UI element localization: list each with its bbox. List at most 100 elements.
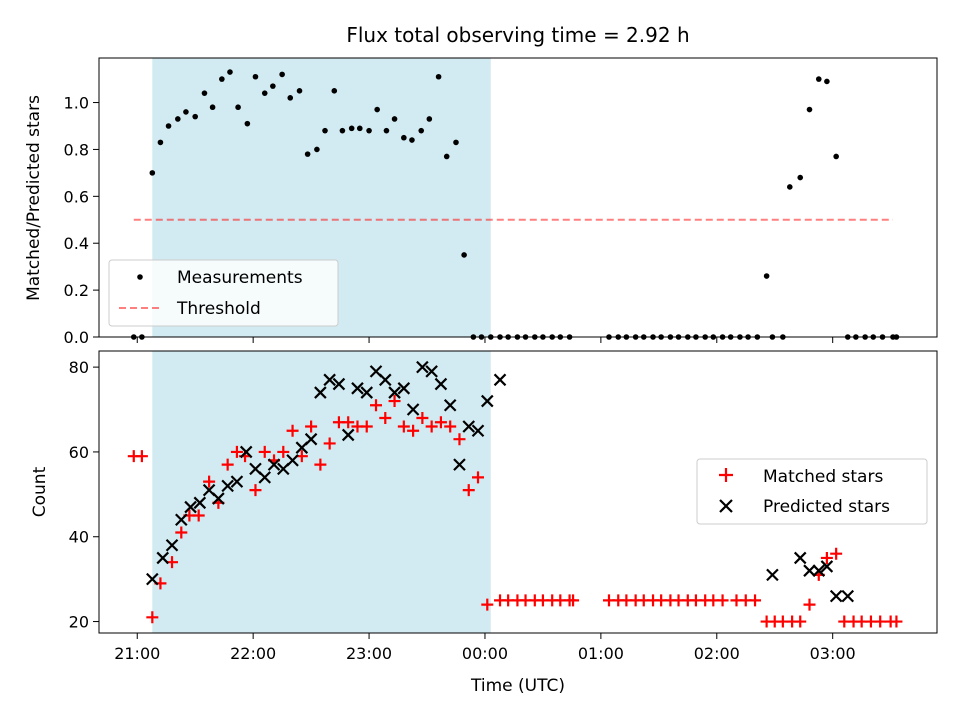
measurement-point [443, 153, 450, 160]
legend-matched-marker [719, 468, 733, 482]
measurement-point [824, 78, 830, 85]
predicted-star-point [267, 458, 281, 471]
matched-star-point [323, 437, 336, 450]
y-tick-label: 80 [69, 358, 89, 377]
predicted-star-point [766, 568, 779, 582]
matched-star-point [444, 420, 457, 433]
matched-star-point [462, 484, 475, 497]
measurement-point [296, 88, 303, 94]
measurement-point [401, 134, 407, 141]
matched-star-point [472, 471, 485, 484]
top-legend: Measurements Threshold [108, 259, 339, 327]
measurement-point [356, 125, 363, 132]
measurement-point [322, 127, 328, 134]
predicted-star-point [388, 386, 401, 399]
measurement-point [339, 127, 346, 134]
predicted-star-point [165, 538, 179, 552]
matched-star-point [388, 395, 401, 408]
matched-star-point [314, 458, 327, 471]
predicted-star-point [304, 432, 318, 446]
x-tick-label: 22:00 [230, 644, 276, 663]
predicted-star-point [286, 454, 299, 467]
measurement-point [763, 273, 770, 279]
predicted-star-point [379, 373, 392, 387]
measurement-point [175, 116, 181, 122]
measurement-point [815, 76, 822, 82]
matched-star-point [192, 509, 205, 522]
measurement-point [183, 109, 189, 115]
x-tick-label: 01:00 [578, 644, 624, 663]
predicted-star-point [146, 572, 159, 586]
matched-star-point [407, 424, 420, 437]
measurement-point [244, 120, 251, 127]
predicted-star-point [175, 513, 188, 527]
predicted-star-point [803, 564, 816, 577]
measurement-point [314, 146, 320, 153]
y-tick-label: 0.0 [64, 328, 89, 347]
predicted-star-point [453, 458, 466, 471]
measurement-point [157, 139, 164, 146]
top-legend-box [108, 259, 339, 327]
measurement-point [219, 76, 225, 82]
bottom-panel-frame [98, 350, 938, 634]
predicted-star-point [434, 377, 448, 391]
legend-measurements-label: Measurements [177, 268, 303, 288]
measurement-point [391, 116, 398, 122]
matched-star-point [820, 551, 833, 564]
legend-predicted-marker [719, 499, 733, 513]
predicted-star-point [397, 382, 411, 395]
predicted-star-point [793, 551, 807, 565]
predicted-star-point [314, 386, 327, 399]
predicted-star-point [212, 492, 225, 505]
predicted-star-point [493, 373, 507, 387]
predicted-star-point [156, 551, 170, 565]
predicted-star-point [332, 377, 346, 391]
bottom-panel: 20 40 60 80 21:00 22:00 23:00 00:00 01:00 02:00 0… [30, 350, 938, 696]
y-tick-label: 0.4 [64, 234, 89, 253]
matched-star-point [135, 450, 148, 463]
predicted-star-point [230, 475, 244, 488]
matched-star-point [342, 416, 355, 429]
predicted-star-point [471, 424, 485, 438]
measurement-point [374, 106, 380, 113]
predicted-star-point [184, 500, 197, 514]
y-tick-label: 40 [69, 528, 89, 547]
predicted-star-point [360, 386, 374, 399]
y-tick-label: 0.2 [64, 281, 89, 300]
matched-star-point [305, 420, 318, 433]
y-tick-label: 0.6 [64, 187, 89, 206]
predicted-star-point [351, 382, 364, 395]
legend-measurements-marker [137, 274, 143, 280]
matched-star-point [203, 475, 216, 488]
measurement-point [165, 123, 172, 129]
predicted-star-point [829, 589, 843, 603]
bottom-y-axis-label: Count [30, 466, 50, 517]
measurement-point [235, 104, 241, 111]
legend-matched-label: Matched stars [763, 467, 883, 487]
measurement-point [383, 127, 390, 134]
x-tick-label: 00:00 [462, 644, 508, 663]
matched-star-point [286, 424, 299, 437]
bottom-legend: Matched stars Predicted stars [696, 458, 928, 525]
measurement-point [227, 69, 233, 75]
measurement-point [366, 127, 372, 134]
matched-star-point [370, 399, 383, 412]
predicted-star-point [443, 399, 457, 412]
legend-threshold-label: Threshold [176, 299, 261, 319]
measurement-point [461, 252, 467, 258]
matched-star-point [230, 445, 243, 458]
predicted-star-point [221, 479, 234, 493]
measurement-point [806, 106, 813, 113]
measurement-point [279, 71, 285, 78]
predicted-star-point [258, 471, 272, 484]
y-tick-label: 20 [69, 613, 89, 632]
matched-star-point [360, 420, 373, 433]
measurement-point [304, 151, 311, 157]
matched-star-point [803, 598, 816, 611]
y-tick-label: 60 [69, 443, 89, 462]
predicted-star-point [841, 589, 855, 603]
matched-star-point [830, 547, 843, 560]
predicted-star-point [481, 394, 494, 408]
measurement-point [201, 90, 208, 96]
measurement-point [209, 104, 216, 111]
